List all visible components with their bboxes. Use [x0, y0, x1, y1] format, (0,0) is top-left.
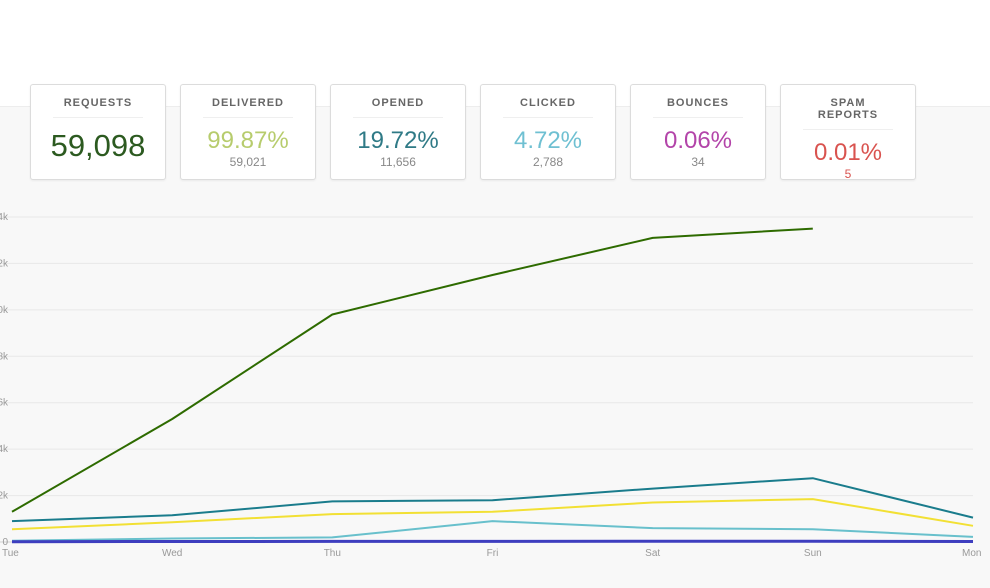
y-tick-label: 12k: [0, 258, 9, 269]
y-tick-label: 6k: [0, 398, 9, 409]
stat-card-opened[interactable]: OPENED 19.72% 11,656: [330, 84, 466, 180]
y-tick-label: 0: [2, 537, 8, 548]
x-tick-label: Thu: [324, 548, 341, 559]
y-tick-label: 10k: [0, 305, 9, 316]
chart-grid: [0, 217, 973, 542]
stat-value: 4.72%: [481, 127, 615, 155]
stat-label: BOUNCES: [653, 97, 743, 118]
x-axis-ticks: Tue Wed Thu Fri Sat Sun Mon: [2, 548, 981, 559]
x-tick-label: Sun: [804, 548, 822, 559]
stat-value: 99.87%: [181, 127, 315, 155]
series-line-1[interactable]: [12, 478, 973, 521]
stat-value: 59,098: [31, 132, 165, 160]
stat-count: 59,021: [181, 155, 315, 169]
stat-card-requests[interactable]: REQUESTS 59,098: [30, 84, 166, 180]
stat-value: 0.01%: [781, 139, 915, 167]
stat-label: CLICKED: [503, 97, 593, 118]
x-tick-label: Sat: [645, 548, 660, 559]
line-chart: 0 2k 4k 6k 8k 10k 12k 14k Tue Wed Thu Fri Sat Sun Mon: [0, 200, 990, 587]
stat-card-spam-reports[interactable]: SPAM REPORTS 0.01% 5: [780, 84, 916, 180]
stat-label: SPAM REPORTS: [803, 97, 893, 130]
x-tick-label: Tue: [2, 548, 19, 559]
y-tick-label: 14k: [0, 212, 9, 223]
series-line-0[interactable]: [12, 229, 813, 512]
y-tick-label: 4k: [0, 444, 9, 455]
stats-cards: REQUESTS 59,098 DELIVERED 99.87% 59,021 …: [0, 0, 990, 200]
stat-card-delivered[interactable]: DELIVERED 99.87% 59,021: [180, 84, 316, 180]
y-axis-ticks: 0 2k 4k 6k 8k 10k 12k 14k: [0, 212, 9, 548]
stat-value: 0.06%: [631, 127, 765, 155]
x-tick-label: Fri: [487, 548, 499, 559]
stat-value: 19.72%: [331, 127, 465, 155]
stat-card-clicked[interactable]: CLICKED 4.72% 2,788: [480, 84, 616, 180]
series-line-3[interactable]: [12, 521, 973, 541]
stat-count: 11,656: [331, 155, 465, 169]
stat-label: OPENED: [353, 97, 443, 118]
series-line-2[interactable]: [12, 499, 973, 529]
y-tick-label: 8k: [0, 351, 9, 362]
stat-count: 2,788: [481, 155, 615, 169]
x-tick-label: Mon: [962, 548, 981, 559]
stat-count: 34: [631, 155, 765, 169]
stat-label: DELIVERED: [203, 97, 293, 118]
stat-card-bounces[interactable]: BOUNCES 0.06% 34: [630, 84, 766, 180]
stat-label: REQUESTS: [53, 97, 143, 118]
stat-count: 5: [781, 167, 915, 181]
x-tick-label: Wed: [162, 548, 182, 559]
y-tick-label: 2k: [0, 491, 9, 502]
chart-series: [12, 229, 973, 542]
